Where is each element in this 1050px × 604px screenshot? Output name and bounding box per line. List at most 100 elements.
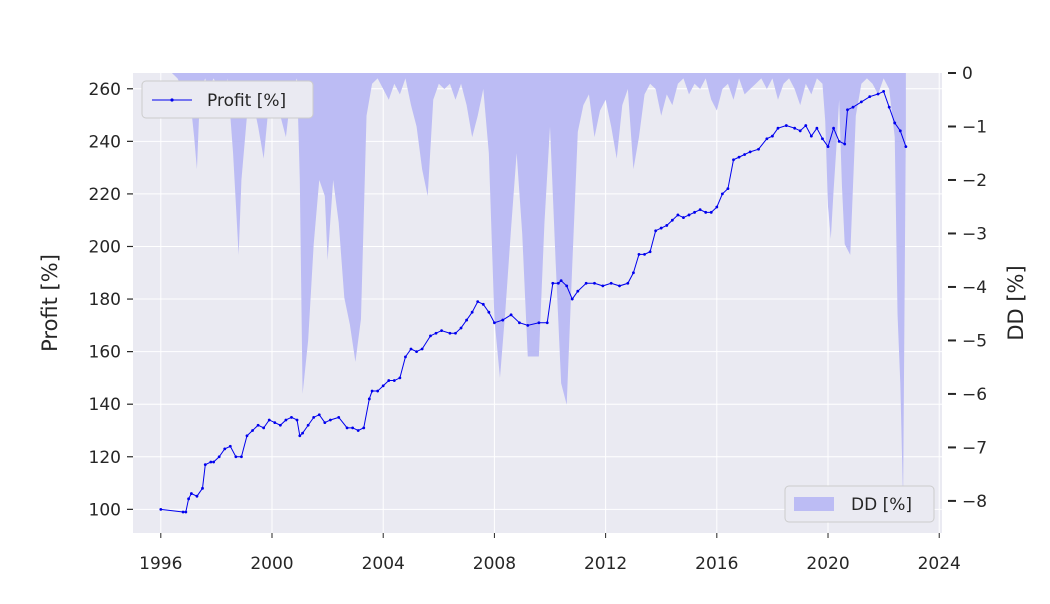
y2-tick-label: 0 <box>962 64 973 84</box>
profit-point <box>743 153 747 156</box>
profit-point <box>381 384 385 388</box>
profit-point <box>245 434 249 438</box>
x-tick-label: 2012 <box>584 554 627 574</box>
profit-point <box>559 279 563 283</box>
x-ticks: 1996 2000 2004 2008 2012 2016 2020 2024 <box>139 533 961 574</box>
profit-point <box>904 145 908 149</box>
profit-point <box>298 434 302 438</box>
profit-point <box>223 447 227 451</box>
y2-tick-label: −8 <box>962 492 987 512</box>
x-tick-label: 1996 <box>139 554 182 574</box>
profit-point <box>278 423 282 427</box>
profit-point <box>851 105 855 109</box>
profit-point <box>459 326 463 330</box>
x-tick-label: 2020 <box>806 554 849 574</box>
profit-point <box>537 321 541 325</box>
profit-point <box>159 507 163 511</box>
profit-point <box>481 302 485 306</box>
x-tick-label: 2008 <box>473 554 516 574</box>
profit-point <box>189 492 193 495</box>
profit-point <box>626 281 630 285</box>
profit-point <box>876 92 880 96</box>
y2-tick-label: −7 <box>962 438 987 458</box>
profit-point <box>698 208 702 212</box>
profit-point <box>570 297 574 301</box>
profit-point <box>356 429 360 432</box>
drawdown-area <box>160 73 906 501</box>
y-tick-label: 200 <box>89 237 121 257</box>
y2-tick-label: −3 <box>962 224 987 244</box>
y-tick-label: 160 <box>89 343 121 363</box>
profit-point <box>398 376 402 380</box>
y-tick-label: 100 <box>89 500 121 520</box>
profit-point <box>256 423 260 427</box>
profit-point <box>317 413 321 417</box>
profit-point <box>832 126 835 130</box>
profit-point <box>434 331 438 335</box>
profit-point <box>670 218 674 222</box>
profit-point <box>868 95 872 99</box>
profit-point <box>415 350 418 354</box>
profit-point <box>228 444 232 448</box>
profit-point <box>565 284 569 288</box>
profit-point <box>429 334 432 338</box>
profit-point <box>501 318 505 322</box>
profit-point <box>898 129 902 133</box>
profit-point <box>659 226 663 230</box>
profit-point <box>306 423 310 427</box>
profit-point <box>793 126 797 130</box>
profit-point <box>609 281 613 285</box>
profit-point <box>682 216 685 219</box>
profit-point <box>726 187 730 191</box>
profit-point <box>765 137 769 141</box>
legend-profit-box <box>141 80 314 119</box>
profit-point <box>420 347 424 351</box>
profit-point <box>518 321 521 325</box>
y-tick-label: 220 <box>89 185 121 205</box>
profit-point <box>187 497 191 501</box>
y2-tick-label: −5 <box>962 331 987 351</box>
profit-point <box>593 281 596 285</box>
profit-point <box>476 300 480 304</box>
legend-profit-marker <box>170 98 174 102</box>
profit-point <box>345 426 349 430</box>
profit-point <box>804 124 808 127</box>
profit-point <box>295 418 299 422</box>
profit-point <box>392 379 396 382</box>
profit-point <box>704 210 708 214</box>
legend-profit[interactable]: Profit [%] <box>141 80 314 119</box>
profit-point <box>859 100 863 104</box>
y-axis-label: Profit [%] <box>38 254 62 352</box>
profit-point <box>893 121 897 125</box>
profit-point <box>440 329 443 332</box>
profit-point <box>470 310 474 314</box>
profit-point <box>337 415 341 419</box>
profit-point <box>487 310 491 314</box>
profit-point <box>882 90 886 93</box>
profit-point <box>757 147 760 151</box>
x-tick-label: 2000 <box>250 554 293 574</box>
profit-point <box>212 460 216 464</box>
profit-point <box>323 421 327 424</box>
profit-point <box>526 323 530 327</box>
x-tick-label: 2024 <box>918 554 961 574</box>
profit-point <box>665 224 669 227</box>
profit-point <box>284 418 288 422</box>
profit-point <box>556 281 560 285</box>
profit-point <box>648 250 652 254</box>
y2-tick-label: −1 <box>962 117 987 137</box>
profit-point <box>809 134 813 138</box>
profit-point <box>798 129 802 133</box>
profit-point <box>715 205 719 209</box>
profit-point <box>748 150 752 154</box>
profit-point <box>217 455 221 459</box>
x-tick-label: 2004 <box>362 554 405 574</box>
profit-point <box>784 124 788 127</box>
legend-dd[interactable]: DD [%] <box>784 485 935 523</box>
profit-point <box>448 331 452 335</box>
profit-point <box>262 426 266 430</box>
profit-point <box>376 389 380 393</box>
y-tick-label: 180 <box>89 290 121 310</box>
profit-point <box>273 421 277 424</box>
